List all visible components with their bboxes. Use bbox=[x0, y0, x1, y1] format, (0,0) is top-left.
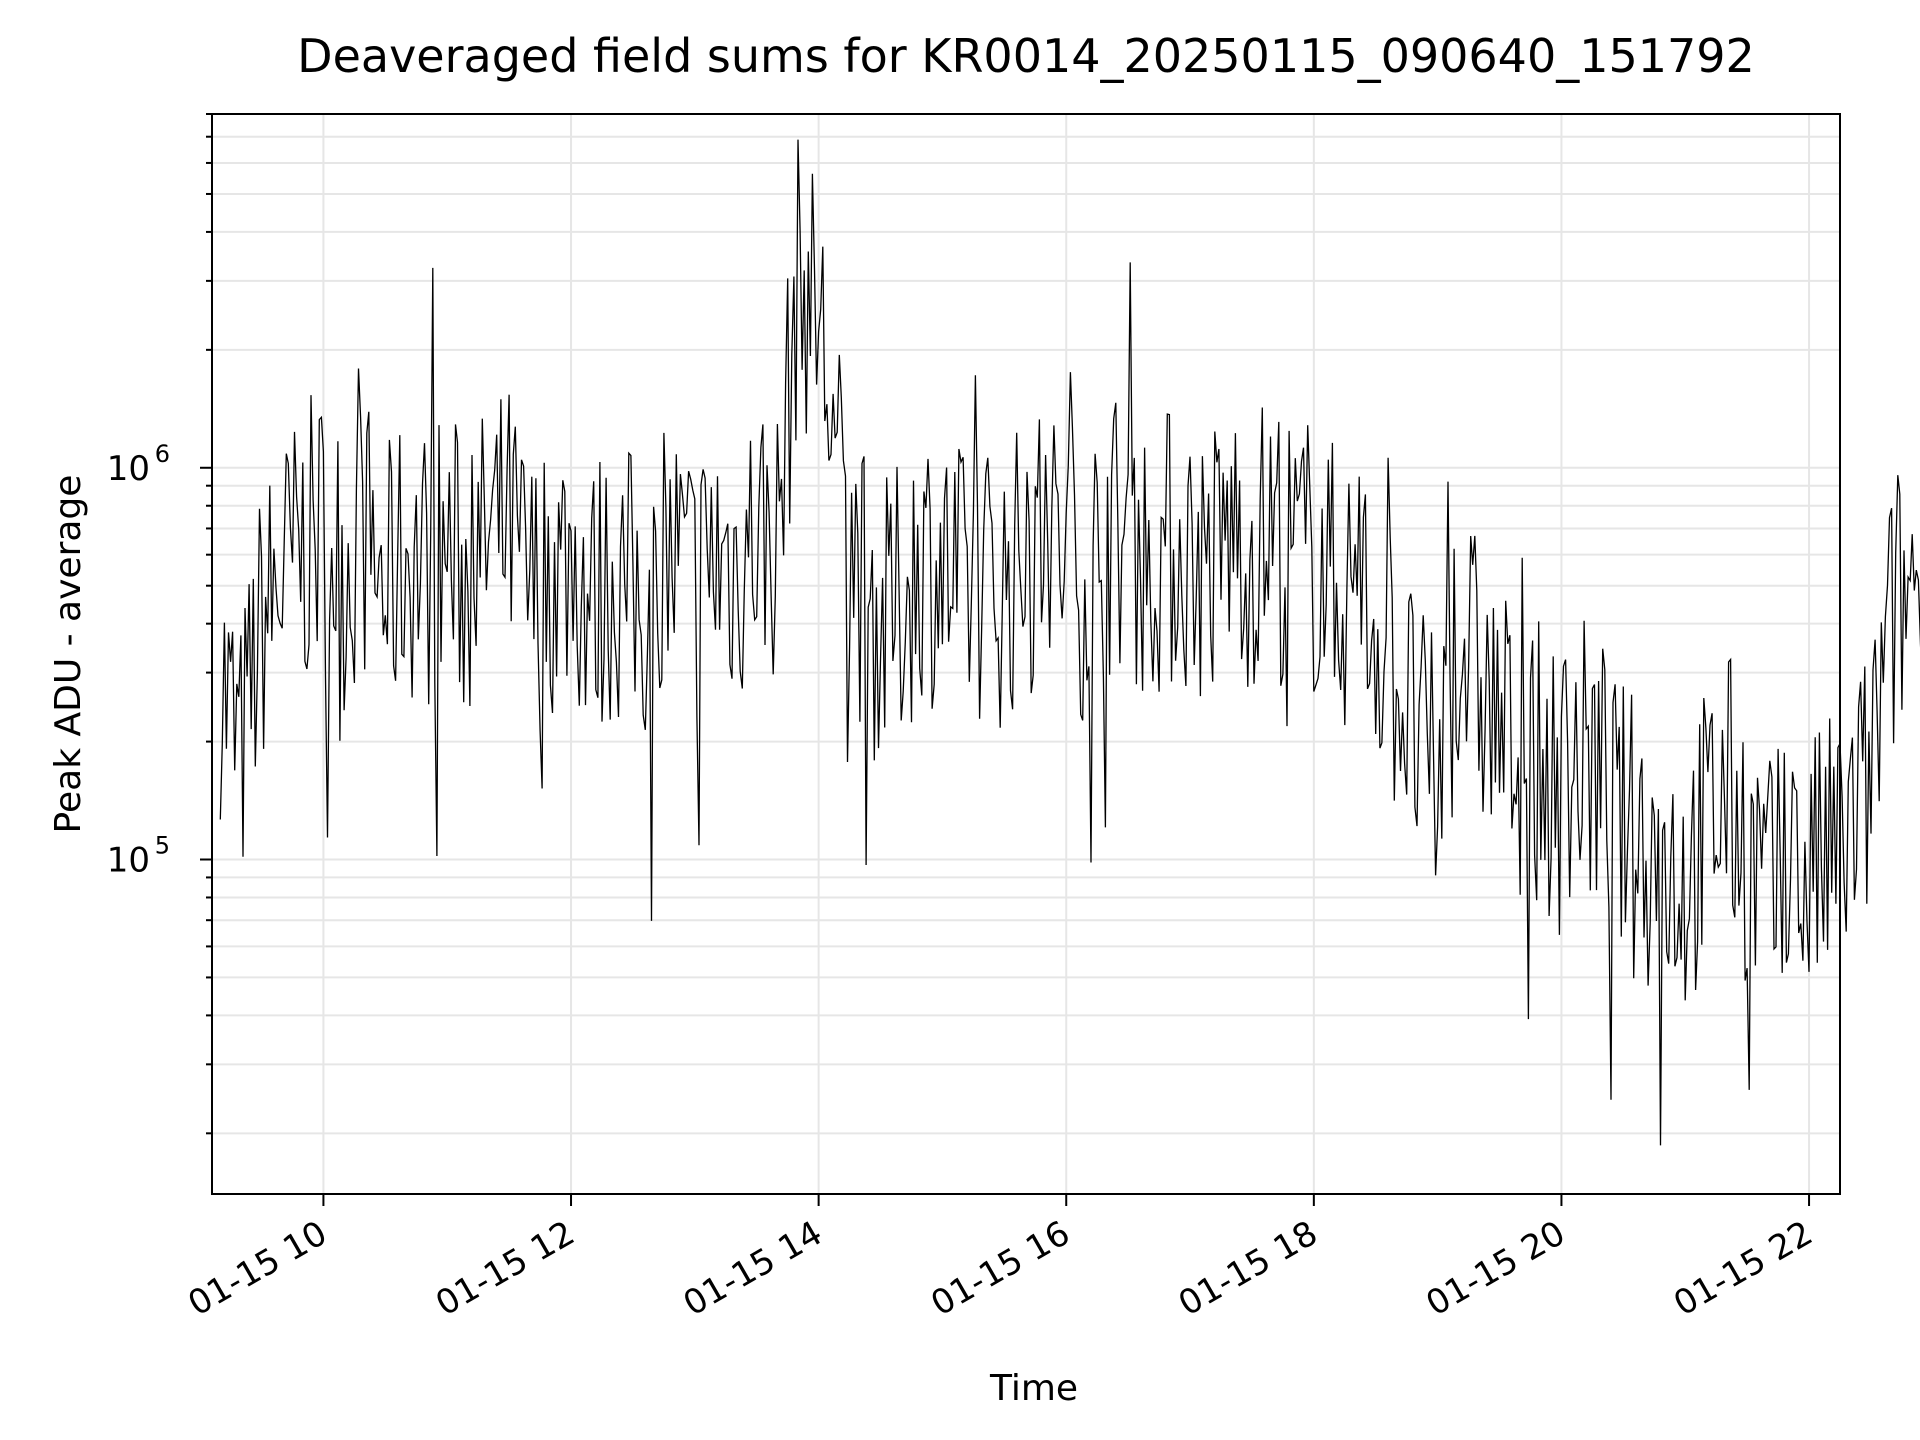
data-line bbox=[219, 139, 1920, 1146]
data-line-layer bbox=[219, 139, 1920, 1146]
plot-frame bbox=[211, 113, 1841, 1195]
y-tick-label: 10 bbox=[107, 449, 150, 489]
x-axis-label: Time bbox=[989, 1368, 1078, 1409]
y-tick-exponent: 6 bbox=[155, 440, 170, 468]
y-tick-base: 10 bbox=[107, 841, 150, 881]
chart-title: Deaveraged field sums for KR0014_2025011… bbox=[297, 29, 1755, 83]
y-tick-base: 10 bbox=[107, 449, 150, 489]
y-tick-label: 10 bbox=[107, 841, 150, 881]
y-axis-label: Peak ADU - average bbox=[48, 475, 89, 834]
y-tick-exponent: 5 bbox=[155, 832, 170, 860]
